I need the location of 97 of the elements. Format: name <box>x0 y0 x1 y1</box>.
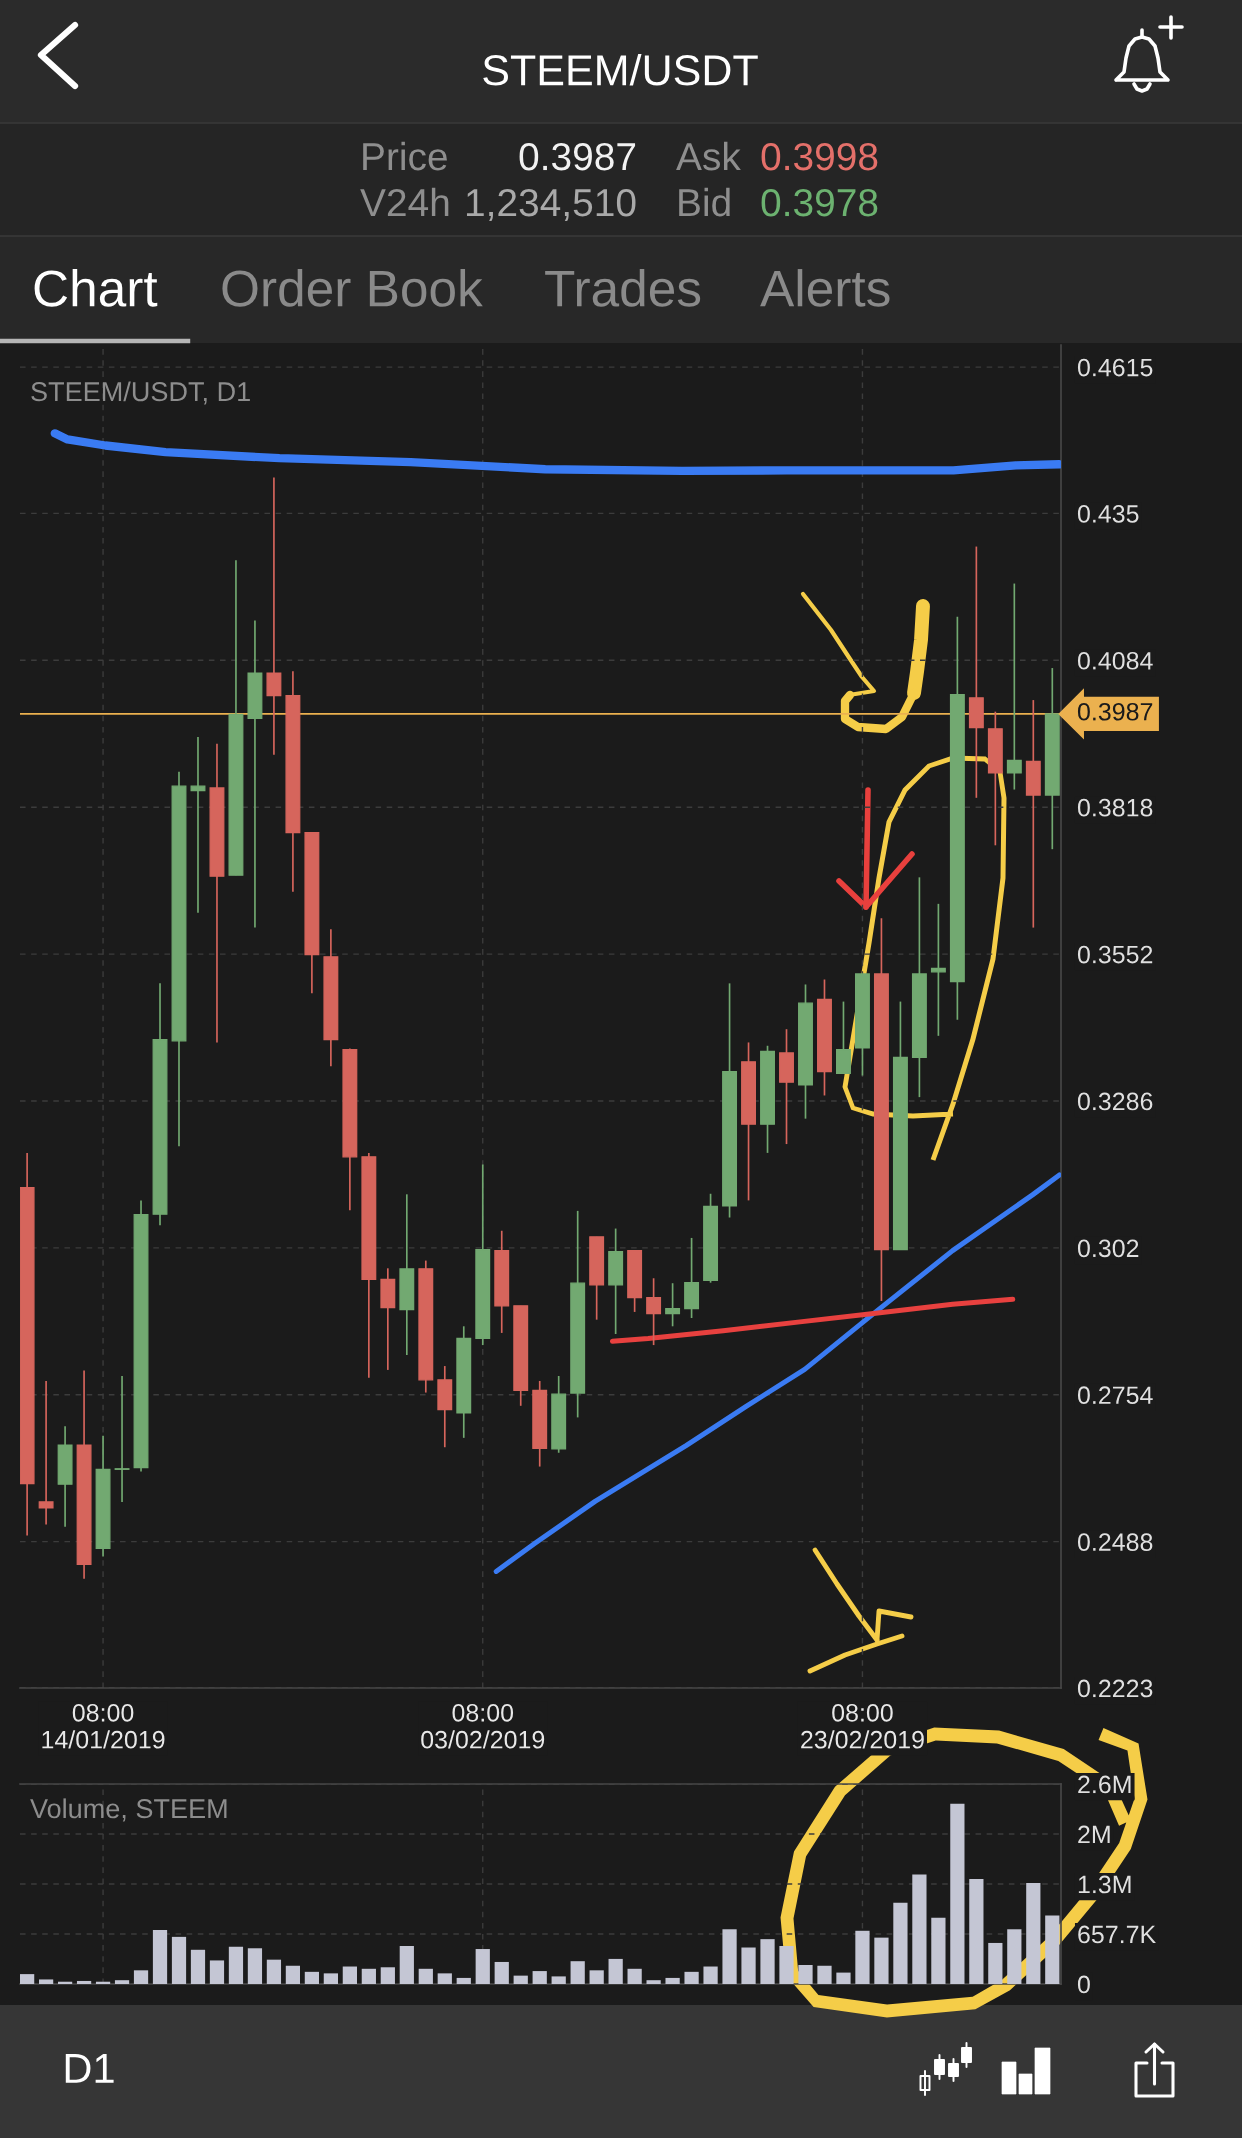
x-tick-label: 08:00 23/02/2019 <box>801 1703 924 1749</box>
text: Chart <box>34 269 158 307</box>
bar <box>665 1977 680 1984</box>
bar <box>38 1979 54 1984</box>
bar <box>893 1902 908 1984</box>
text: Bid <box>679 187 730 217</box>
bar <box>1045 1915 1060 1984</box>
bar <box>171 1936 187 1984</box>
bar <box>494 1961 509 1984</box>
candlestick <box>836 1000 851 1075</box>
bar <box>532 1971 547 1984</box>
bar <box>627 1968 642 1984</box>
bar <box>152 1930 168 1984</box>
bar <box>779 1945 794 1984</box>
candlestick <box>1006 582 1022 791</box>
y-tick-label: 0.435 <box>1077 505 1139 523</box>
bar <box>722 1929 737 1984</box>
text: Ask <box>676 141 741 171</box>
text: 0.3998 <box>761 142 878 171</box>
text: Order Book <box>222 269 483 307</box>
candlestick <box>266 476 282 756</box>
bar <box>855 1930 870 1984</box>
bar <box>817 1965 832 1984</box>
bar <box>190 1949 206 1984</box>
y-tick-label: 0.4084 <box>1077 651 1153 670</box>
y-tick-label: 0.2754 <box>1077 1386 1153 1405</box>
y-tick-label: 0.3552 <box>1077 945 1153 964</box>
bar <box>684 1971 699 1984</box>
text: Price <box>363 141 447 171</box>
bar <box>912 1874 927 1984</box>
bar <box>836 1972 851 1984</box>
candlestick <box>665 1282 681 1328</box>
y-tick-label: 0.302 <box>1077 1239 1139 1258</box>
bar <box>133 1970 149 1984</box>
bar <box>304 1971 320 1984</box>
bar <box>1026 1882 1041 1984</box>
bar <box>513 1975 528 1984</box>
bar <box>418 1968 433 1984</box>
text: Trades <box>545 269 701 307</box>
y-tick-label: 1.3M <box>1078 1875 1131 1894</box>
bar <box>741 1947 756 1984</box>
text: D1 <box>65 2054 114 2083</box>
bar <box>1007 1929 1022 1984</box>
y-tick-label: 2.6M <box>1078 1775 1131 1794</box>
candlestick <box>646 1277 662 1346</box>
bar <box>323 1973 338 1984</box>
bar <box>475 1949 490 1984</box>
y-tick-label: 0 <box>1077 1975 1090 1994</box>
text: Alerts <box>760 269 890 307</box>
ref-line-label: 0.3987 <box>1077 702 1153 721</box>
bar <box>20 1974 35 1984</box>
bar <box>551 1976 566 1984</box>
x-tick-label: 08:00 14/01/2019 <box>42 1703 165 1749</box>
bar <box>646 1980 661 1984</box>
y-tick-label: 657.7K <box>1078 1925 1156 1944</box>
bar <box>399 1945 414 1984</box>
bar <box>798 1964 813 1984</box>
bar <box>988 1942 1003 1984</box>
bar <box>608 1958 623 1984</box>
bar <box>285 1965 301 1984</box>
y-tick-label: 0.3286 <box>1077 1092 1153 1111</box>
candlestick <box>930 903 946 1037</box>
bar <box>969 1879 984 1984</box>
text: V24h <box>360 187 449 217</box>
text: 0.3978 <box>761 188 878 217</box>
y-tick-label: 2M <box>1078 1825 1110 1844</box>
bar <box>437 1973 452 1984</box>
candlestick <box>38 1380 54 1526</box>
bar <box>266 1959 282 1984</box>
bar <box>361 1968 376 1984</box>
bar <box>342 1966 357 1984</box>
y-tick-label: 0.2488 <box>1077 1533 1153 1551</box>
text: STEEM/USDT <box>483 53 758 86</box>
chart-title: Volume, STEEM <box>30 1798 227 1822</box>
text: STEEM/USDT, D1 <box>31 381 250 405</box>
y-tick-label: 0.2223 <box>1077 1679 1153 1698</box>
x-tick-label: 08:00 03/02/2019 <box>421 1703 545 1749</box>
bar <box>874 1937 889 1984</box>
candlestick <box>114 1375 130 1503</box>
bar <box>703 1966 718 1984</box>
bar <box>760 1939 775 1984</box>
bar <box>456 1977 471 1984</box>
text: 0.3987 <box>519 142 636 171</box>
bar <box>228 1946 244 1984</box>
candlestick <box>190 736 206 914</box>
bar <box>76 1980 92 1984</box>
bar <box>950 1803 965 1984</box>
y-tick-label: 0.4615 <box>1077 358 1153 377</box>
bar <box>114 1980 130 1984</box>
bar <box>247 1948 263 1984</box>
bar <box>380 1967 395 1984</box>
bar <box>931 1917 946 1984</box>
bar <box>209 1960 225 1984</box>
text: 1,234,510 <box>466 188 636 222</box>
bar <box>570 1961 585 1984</box>
y-tick-label: 0.3818 <box>1077 798 1153 817</box>
bar <box>589 1970 604 1984</box>
